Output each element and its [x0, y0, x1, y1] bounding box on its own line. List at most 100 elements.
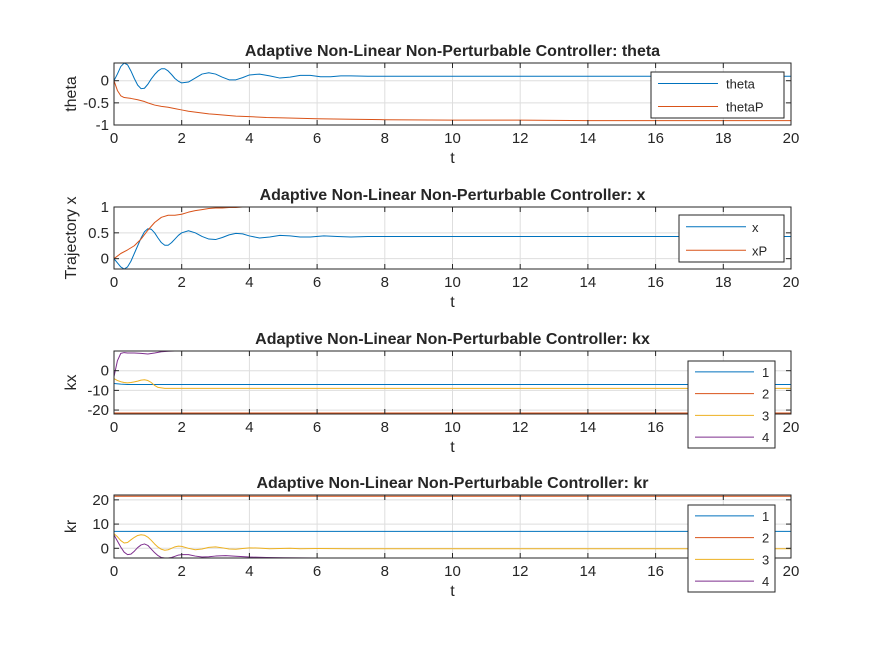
x-axis-label: t: [450, 439, 455, 456]
chart-title: Adaptive Non-Linear Non-Perturbable Cont…: [260, 187, 646, 204]
x-tick-label: 4: [245, 274, 253, 291]
chart-title: Adaptive Non-Linear Non-Perturbable Cont…: [245, 43, 660, 60]
x-tick-label: 8: [381, 563, 389, 580]
x-tick-label: 4: [245, 563, 253, 580]
x-tick-label: 6: [313, 130, 321, 147]
legend: 1 2 3 4: [687, 360, 776, 449]
x-tick-label: 14: [580, 419, 597, 436]
legend: x xP: [678, 214, 785, 263]
y-tick-label: 0: [101, 73, 109, 90]
x-tick-label: 10: [444, 419, 461, 436]
y-tick-label: -20: [87, 402, 109, 419]
x-tick-label: 6: [313, 563, 321, 580]
x-tick-label: 10: [444, 563, 461, 580]
legend-label-xP: xP: [752, 243, 767, 258]
legend: theta thetaP: [650, 71, 785, 119]
x-tick-label: 6: [313, 419, 321, 436]
chart-title: Adaptive Non-Linear Non-Perturbable Cont…: [255, 331, 650, 348]
x-tick-label: 16: [647, 130, 664, 147]
x-tick-label: 4: [245, 419, 253, 436]
x-tick-label: 16: [647, 274, 664, 291]
legend-label-2: 2: [762, 387, 769, 402]
subplot-1: 0 2 4 6 8 10 12 14 16 18 20 -1 -0.5 0 Adaptive Non-Lin…: [63, 43, 799, 167]
subplot-2: 0 2 4 6 8 10 12 14 16 18 20 0 0.5 1 Adaptive Non-Linea…: [63, 187, 799, 311]
y-tick-label: 0: [101, 251, 109, 268]
legend-label-3: 3: [762, 552, 769, 567]
x-tick-label: 16: [647, 563, 664, 580]
x-tick-label: 20: [783, 419, 800, 436]
series-group: [114, 207, 791, 269]
y-axis-label: kr: [63, 519, 80, 533]
y-axis-label: Trajectory x: [63, 197, 80, 280]
y-tick-label: 0: [101, 363, 109, 380]
series-line-3: [114, 378, 791, 389]
chart-title: Adaptive Non-Linear Non-Perturbable Cont…: [256, 475, 648, 492]
x-tick-label: 14: [580, 130, 597, 147]
x-tick-label: 20: [783, 130, 800, 147]
x-tick-label: 14: [580, 563, 597, 580]
x-tick-label: 2: [178, 130, 186, 147]
legend-label-2: 2: [762, 531, 769, 546]
x-tick-label: 16: [647, 419, 664, 436]
legend-label-x: x: [752, 220, 759, 235]
y-axis-label: theta: [63, 76, 80, 112]
legend-label-theta: theta: [726, 77, 756, 92]
x-tick-label: 12: [512, 130, 529, 147]
x-tick-label: 0: [110, 274, 118, 291]
legend-box: [678, 214, 785, 263]
series-line-1: [114, 382, 791, 385]
x-tick-label: 14: [580, 274, 597, 291]
x-tick-label: 12: [512, 274, 529, 291]
x-tick-label: 12: [512, 419, 529, 436]
x-tick-label: 10: [444, 130, 461, 147]
legend-label-4: 4: [762, 430, 769, 445]
x-tick-label: 2: [178, 419, 186, 436]
x-tick-label: 0: [110, 563, 118, 580]
x-tick-label: 8: [381, 274, 389, 291]
x-tick-label: 12: [512, 563, 529, 580]
legend: 1 2 3 4: [687, 504, 776, 593]
y-tick-label: 0: [101, 540, 109, 557]
x-tick-label: 8: [381, 419, 389, 436]
x-tick-label: 2: [178, 563, 186, 580]
x-tick-label: 0: [110, 419, 118, 436]
x-tick-label: 18: [715, 274, 732, 291]
x-tick-label: 0: [110, 130, 118, 147]
series-line-3: [114, 533, 791, 551]
series-line-xP: [114, 207, 791, 260]
y-tick-label: -0.5: [83, 95, 109, 112]
x-axis-label: t: [450, 150, 455, 167]
x-tick-label: 4: [245, 130, 253, 147]
y-tick-label: 1: [101, 199, 109, 216]
x-tick-label: 2: [178, 274, 186, 291]
legend-box: [687, 504, 776, 593]
legend-label-thetaP: thetaP: [726, 100, 764, 115]
x-tick-label: 8: [381, 130, 389, 147]
legend-label-1: 1: [762, 365, 769, 380]
x-tick-label: 6: [313, 274, 321, 291]
y-tick-label: -10: [87, 382, 109, 399]
legend-label-4: 4: [762, 574, 769, 589]
y-tick-label: -1: [96, 117, 109, 134]
legend-label-1: 1: [762, 509, 769, 524]
x-axis-label: t: [450, 294, 455, 311]
x-tick-label: 10: [444, 274, 461, 291]
series-line-theta: [114, 63, 791, 90]
series-line-thetaP: [114, 80, 791, 122]
y-tick-label: 20: [92, 492, 109, 509]
y-axis-label: kx: [63, 375, 80, 391]
x-axis-label: t: [450, 583, 455, 600]
series-group: [114, 63, 791, 122]
legend-label-3: 3: [762, 408, 769, 423]
legend-box: [650, 71, 785, 119]
y-tick-label: 10: [92, 516, 109, 533]
series-line-x: [114, 228, 791, 269]
x-tick-label: 20: [783, 563, 800, 580]
y-tick-label: 0.5: [88, 225, 109, 242]
x-tick-label: 18: [715, 130, 732, 147]
x-tick-label: 20: [783, 274, 800, 291]
